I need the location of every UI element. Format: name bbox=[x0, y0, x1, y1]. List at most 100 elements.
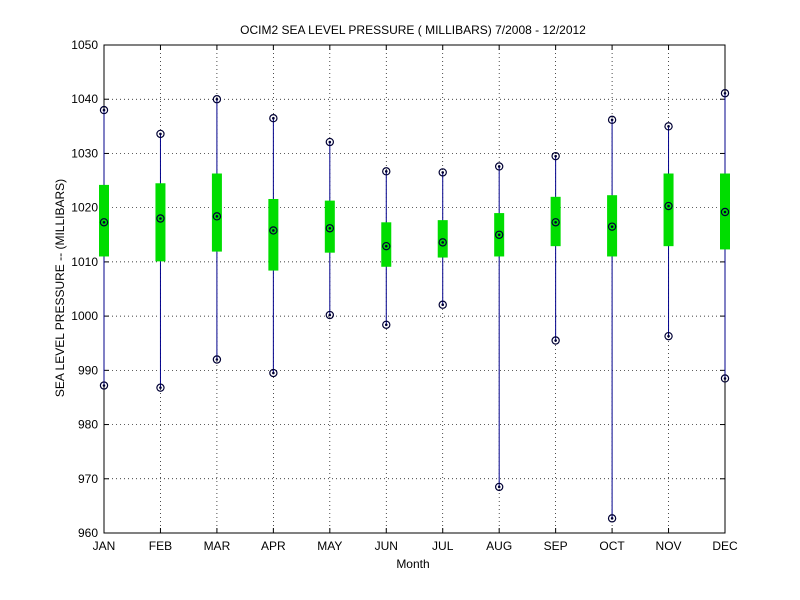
tick-labels: 960 970 980 990 1000 1010 1020 1030 1040 1050 JAN F… bbox=[71, 38, 738, 553]
plot-area bbox=[99, 89, 730, 523]
min-marker bbox=[438, 300, 447, 309]
y-tick-label: 980 bbox=[78, 418, 98, 432]
x-tick-label: APR bbox=[261, 539, 286, 553]
median-marker bbox=[269, 226, 278, 235]
median-marker-dot bbox=[441, 241, 445, 244]
min-marker bbox=[607, 514, 617, 523]
y-tick-label: 1050 bbox=[71, 38, 98, 52]
median-marker-dot bbox=[497, 233, 501, 237]
max-marker-dot bbox=[159, 132, 162, 136]
x-tick-label: DEC bbox=[712, 539, 738, 553]
max-marker bbox=[325, 137, 335, 147]
median-marker-dot bbox=[667, 204, 670, 208]
max-marker-dot bbox=[497, 165, 501, 168]
median-marker bbox=[720, 207, 730, 217]
interquartile-box bbox=[268, 198, 279, 271]
max-marker bbox=[212, 95, 222, 104]
y-tick-label: 970 bbox=[78, 472, 98, 486]
median-marker-dot bbox=[159, 217, 162, 220]
min-marker-dot bbox=[215, 358, 219, 361]
median-marker-dot bbox=[328, 226, 332, 230]
y-tick-label: 960 bbox=[78, 526, 98, 540]
y-tick-label: 1000 bbox=[71, 309, 98, 323]
median-marker bbox=[494, 230, 504, 239]
max-marker-dot bbox=[610, 118, 614, 122]
median-marker-dot bbox=[554, 221, 557, 224]
x-tick-label: JUL bbox=[432, 539, 454, 553]
max-marker-dot bbox=[441, 171, 445, 174]
median-marker-dot bbox=[272, 229, 275, 232]
x-tick-label: AUG bbox=[486, 539, 512, 553]
median-marker-dot bbox=[215, 215, 219, 218]
median-marker bbox=[607, 222, 617, 231]
x-tick-label: FEB bbox=[149, 539, 172, 553]
min-marker bbox=[720, 374, 730, 383]
max-marker bbox=[494, 162, 504, 171]
x-tick-label: JUN bbox=[375, 539, 398, 553]
interquartile-box bbox=[99, 184, 109, 257]
y-tick-label: 1030 bbox=[71, 146, 98, 160]
max-marker bbox=[269, 113, 278, 123]
max-marker bbox=[551, 151, 560, 161]
median-marker bbox=[99, 218, 109, 227]
max-marker-dot bbox=[272, 116, 275, 120]
grid bbox=[104, 45, 725, 533]
min-marker-dot bbox=[328, 313, 332, 317]
median-marker bbox=[382, 241, 391, 251]
median-marker-dot bbox=[102, 221, 106, 224]
y-tick-label: 1040 bbox=[71, 92, 98, 106]
axes bbox=[103, 44, 726, 534]
x-axis-label: Month bbox=[396, 557, 429, 571]
min-marker-dot bbox=[102, 384, 106, 387]
min-marker-dot bbox=[384, 323, 388, 327]
median-marker bbox=[156, 214, 165, 223]
interquartile-box bbox=[324, 200, 335, 253]
y-tick-label: 1010 bbox=[71, 255, 98, 269]
min-marker bbox=[325, 310, 335, 320]
min-marker-dot bbox=[723, 377, 727, 380]
min-marker bbox=[551, 336, 560, 345]
y-axis-label: SEA LEVEL PRESSURE -- (MILLIBARS) bbox=[53, 179, 67, 397]
y-tick-label: 990 bbox=[78, 363, 98, 377]
x-tick-label: MAR bbox=[204, 539, 231, 553]
max-marker bbox=[99, 105, 109, 115]
max-marker bbox=[382, 167, 391, 176]
max-marker bbox=[720, 89, 730, 98]
min-marker bbox=[156, 383, 165, 392]
min-marker bbox=[382, 320, 391, 329]
max-marker-dot bbox=[667, 125, 670, 128]
median-marker bbox=[438, 238, 447, 247]
min-marker-dot bbox=[610, 517, 614, 520]
max-marker-dot bbox=[328, 140, 332, 144]
max-marker-dot bbox=[102, 108, 106, 112]
max-marker bbox=[156, 129, 165, 139]
max-marker-dot bbox=[554, 154, 557, 158]
max-marker bbox=[664, 122, 673, 131]
max-marker-dot bbox=[384, 170, 388, 173]
max-marker-dot bbox=[215, 97, 219, 101]
x-tick-label: SEP bbox=[544, 539, 568, 553]
median-marker bbox=[551, 218, 560, 227]
min-marker bbox=[269, 368, 278, 378]
x-tick-label: MAY bbox=[317, 539, 342, 553]
plot-frame bbox=[103, 44, 726, 534]
min-marker-dot bbox=[497, 485, 501, 489]
median-marker-dot bbox=[610, 225, 614, 228]
min-marker-dot bbox=[554, 339, 557, 342]
max-marker bbox=[438, 168, 447, 177]
max-marker bbox=[607, 115, 617, 125]
chart-title: OCIM2 SEA LEVEL PRESSURE ( MILLIBARS) 7/… bbox=[240, 23, 586, 37]
median-marker bbox=[664, 201, 673, 211]
median-marker bbox=[212, 212, 222, 221]
y-tick-label: 1020 bbox=[71, 201, 98, 215]
interquartile-box bbox=[381, 222, 392, 267]
median-marker-dot bbox=[723, 210, 727, 214]
median-marker-dot bbox=[384, 244, 388, 248]
min-marker-dot bbox=[441, 303, 445, 307]
x-tick-label: NOV bbox=[656, 539, 682, 553]
min-marker-dot bbox=[667, 334, 670, 338]
min-marker bbox=[99, 381, 109, 390]
median-marker bbox=[325, 224, 335, 233]
x-tick-label: JAN bbox=[93, 539, 116, 553]
